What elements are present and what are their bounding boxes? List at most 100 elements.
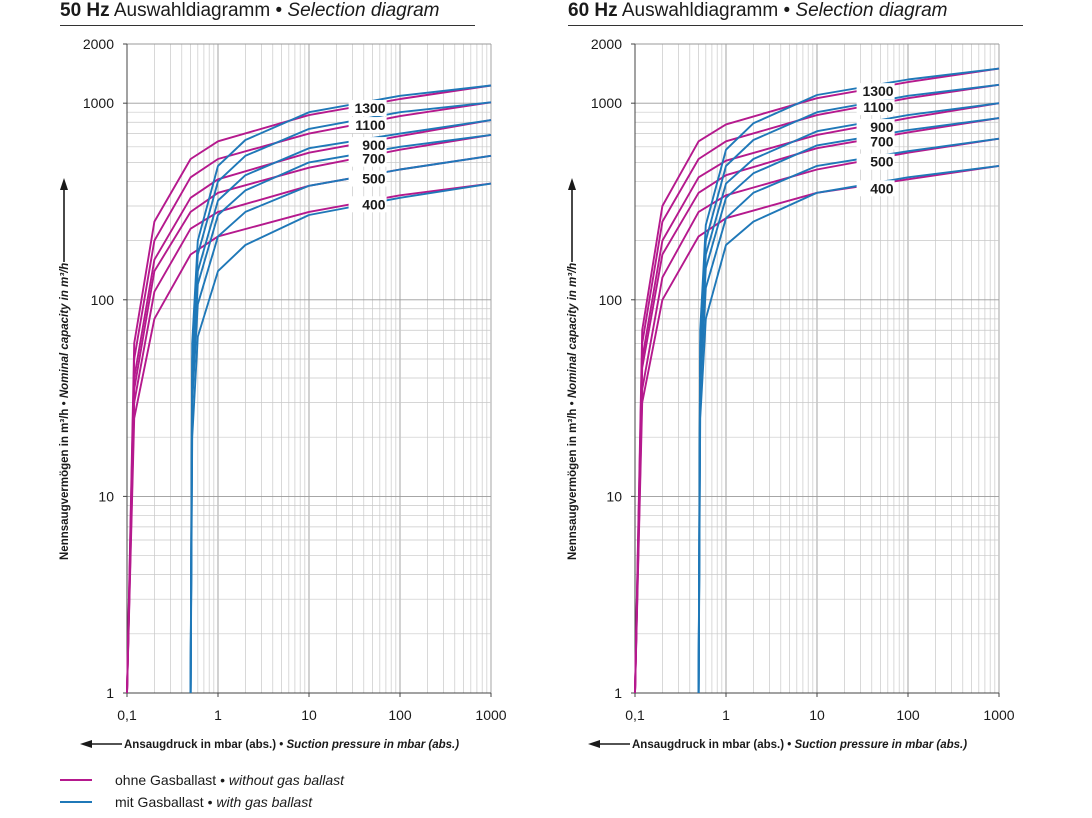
series-label-1300: 1300 [348, 100, 387, 117]
legend-label-english: with gas ballast [216, 794, 313, 810]
title-english: Selection diagram [287, 0, 440, 21]
series-label-400: 400 [348, 196, 387, 213]
series-label-text: 700 [362, 151, 386, 167]
y-tick-label: 10 [606, 488, 622, 504]
series-label-text: 1100 [863, 99, 894, 115]
title-german: Auswahldiagramm [621, 0, 779, 21]
selection-chart-60hz: 0,1 1 10 100 1000110100100020001300110090070… [567, 36, 1015, 751]
y-tick-label: 1000 [591, 95, 622, 111]
x-axis-label-german: Ansaugdruck in mbar (abs.) [632, 739, 784, 751]
series-label-text: 900 [870, 119, 894, 135]
series-label-background [348, 170, 387, 187]
series-label-text: 400 [362, 196, 386, 212]
title-separator: • [778, 0, 796, 21]
legend-separator: • [216, 772, 229, 788]
x-axis-label: Ansaugdruck in mbar (abs.) • Suction pre… [124, 739, 459, 751]
y-axis-label-separator: • [59, 398, 71, 408]
grid [634, 43, 1000, 694]
series-line-500-with-gas-ballast [189, 154, 492, 694]
series-label-700: 700 [348, 150, 387, 167]
title-english: Selection diagram [795, 0, 948, 21]
x-axis-label-separator: • [276, 739, 286, 751]
x-axis-label: Ansaugdruck in mbar (abs.) • Suction pre… [632, 739, 967, 751]
series-label-background [348, 150, 387, 167]
y-tick-label: 2000 [83, 36, 114, 52]
series-label-500: 500 [348, 170, 387, 187]
legend-label-english: without gas ballast [228, 772, 345, 788]
arrow-left-icon [588, 740, 600, 748]
series-label-background [856, 83, 895, 100]
y-tick-label: 1000 [83, 95, 114, 111]
series-line-400-with-gas-ballast [697, 164, 1000, 694]
x-tick-label: 1000 [475, 707, 506, 723]
series-line-700-with-gas-ballast [697, 117, 1000, 694]
title-rule [60, 25, 475, 26]
y-axis-label-english: Nominal capacity in m³/h [567, 263, 579, 398]
series-label-700: 700 [856, 133, 895, 150]
y-tick-label: 100 [599, 292, 623, 308]
series-line-500-with-gas-ballast [697, 137, 1000, 694]
title-rule [568, 25, 1023, 26]
arrow-up-icon [60, 178, 68, 190]
x-tick-label: 1 [214, 707, 222, 723]
series-label-text: 500 [870, 154, 894, 170]
y-axis-label-german: Nennsaugvermögen in m³/h [567, 409, 579, 560]
y-axis-label: Nennsaugvermögen in m³/h • Nominal capac… [567, 263, 579, 560]
series-label-background [856, 180, 895, 197]
x-tick-label: 0,1 [625, 707, 645, 723]
series-label-background [348, 196, 387, 213]
title-frequency: 60 Hz [568, 0, 618, 21]
y-tick-label: 1 [614, 685, 622, 701]
x-axis-label-german: Ansaugdruck in mbar (abs.) [124, 739, 276, 751]
x-axis-label-separator: • [784, 739, 794, 751]
selection-chart-50hz: 0,1 1 10 100 1000110100100020001300110090070… [59, 36, 507, 751]
series-label-1100: 1100 [856, 99, 895, 116]
series-label-text: 1100 [355, 117, 386, 133]
series-line-700-with-gas-ballast [189, 133, 492, 694]
series-label-text: 1300 [354, 100, 385, 116]
grid [126, 43, 492, 694]
legend-swatch-magenta [60, 779, 92, 781]
y-axis-label-german: Nennsaugvermögen in m³/h [59, 409, 71, 560]
y-axis-label-separator: • [567, 398, 579, 408]
series-label-background [856, 99, 895, 116]
series-label-text: 400 [870, 180, 894, 196]
x-tick-label: 10 [301, 707, 317, 723]
series-line-1300-with-gas-ballast [189, 84, 492, 694]
y-tick-label: 10 [98, 488, 114, 504]
chart-panel-60hz: 60 Hz Auswahldiagramm • Selection diagra… [567, 0, 1068, 770]
series-label-900: 900 [348, 137, 387, 154]
legend-label-german: ohne Gasballast [115, 772, 217, 788]
x-tick-label: 100 [896, 707, 920, 723]
series-label-background [856, 119, 895, 136]
series-label-text: 1300 [862, 83, 893, 99]
x-axis-label-english: Suction pressure in mbar (abs.) [795, 739, 968, 751]
title-german: Auswahldiagramm [113, 0, 271, 21]
y-tick-label: 2000 [591, 36, 622, 52]
legend-label-german: mit Gasballast [115, 794, 204, 810]
series-label-900: 900 [856, 119, 895, 136]
series-label-background [348, 100, 387, 117]
x-tick-label: 10 [809, 707, 825, 723]
series-label-background [348, 117, 387, 134]
chart-title: 50 Hz Auswahldiagramm • Selection diagra… [60, 0, 439, 22]
series-line-1100-with-gas-ballast [697, 83, 1000, 694]
title-separator: • [270, 0, 288, 21]
y-axis-label-english: Nominal capacity in m³/h [59, 263, 71, 398]
title-frequency: 50 Hz [60, 0, 110, 21]
x-axis-label-english: Suction pressure in mbar (abs.) [287, 739, 460, 751]
series-label-text: 900 [362, 137, 386, 153]
y-tick-label: 100 [91, 292, 115, 308]
chart-title: 60 Hz Auswahldiagramm • Selection diagra… [568, 0, 947, 22]
x-tick-label: 1 [722, 707, 730, 723]
x-tick-label: 100 [388, 707, 412, 723]
series-line-400-with-gas-ballast [189, 182, 492, 694]
y-tick-label: 1 [106, 685, 114, 701]
x-tick-label: 0,1 [117, 707, 137, 723]
series-label-400: 400 [856, 180, 895, 197]
series-label-background [856, 133, 895, 150]
legend-separator: • [203, 794, 217, 810]
series-label-1100: 1100 [348, 117, 387, 134]
series-line-900-with-gas-ballast [697, 102, 1000, 694]
series-label-text: 500 [362, 170, 386, 186]
